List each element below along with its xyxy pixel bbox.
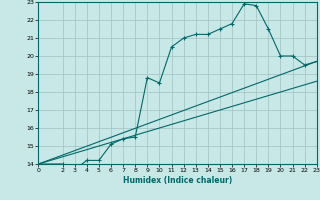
X-axis label: Humidex (Indice chaleur): Humidex (Indice chaleur) xyxy=(123,176,232,185)
